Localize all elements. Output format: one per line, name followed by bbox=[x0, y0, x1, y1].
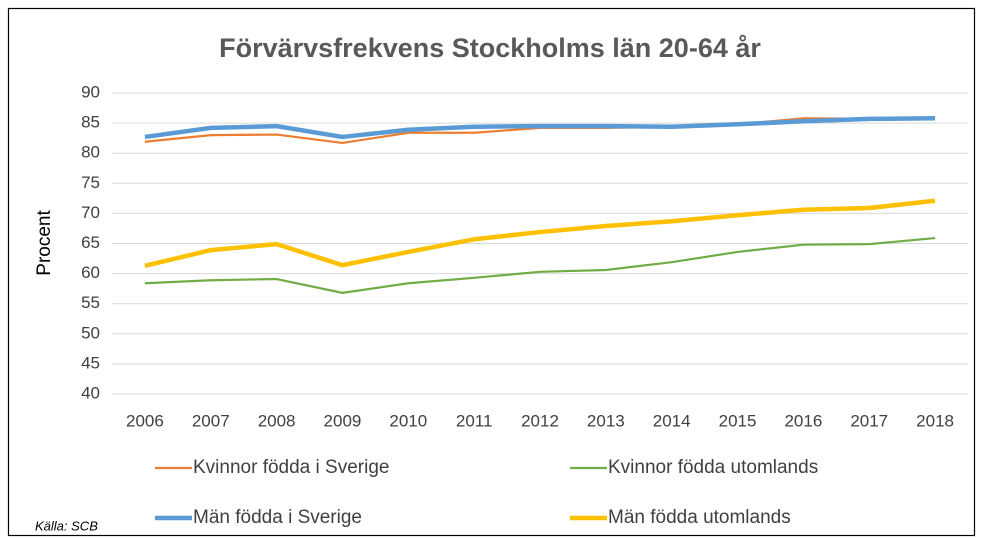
x-tick-label: 2014 bbox=[653, 411, 691, 430]
x-tick-label: 2013 bbox=[587, 411, 625, 430]
source-note: Källa: SCB bbox=[35, 518, 98, 533]
y-tick-label: 55 bbox=[81, 293, 100, 312]
legend-label: Män födda i Sverige bbox=[193, 507, 362, 528]
x-tick-label: 2017 bbox=[850, 411, 888, 430]
legend-label: Män födda utomlands bbox=[608, 507, 791, 528]
x-tick-label: 2007 bbox=[192, 411, 230, 430]
y-tick-label: 60 bbox=[81, 263, 100, 282]
x-tick-label: 2010 bbox=[389, 411, 427, 430]
series-line bbox=[144, 116, 936, 140]
x-tick-label: 2009 bbox=[324, 411, 362, 430]
x-tick-label: 2012 bbox=[521, 411, 559, 430]
x-tick-label: 2006 bbox=[126, 411, 164, 430]
y-tick-label: 65 bbox=[81, 233, 100, 252]
y-tick-label: 75 bbox=[81, 173, 100, 192]
x-tick-label: 2011 bbox=[456, 411, 493, 430]
y-axis-label: Procent bbox=[34, 210, 55, 276]
y-tick-label: 85 bbox=[81, 113, 100, 132]
x-tick-label: 2016 bbox=[784, 411, 822, 430]
y-tick-label: 70 bbox=[81, 203, 100, 222]
legend-label: Kvinnor födda i Sverige bbox=[193, 457, 389, 478]
legend-label: Kvinnor födda utomlands bbox=[608, 457, 818, 478]
series-line bbox=[144, 198, 936, 268]
x-tick-label: 2018 bbox=[916, 411, 954, 430]
y-tick-label: 50 bbox=[81, 323, 100, 342]
y-tick-label: 80 bbox=[81, 143, 100, 162]
x-tick-label: 2008 bbox=[258, 411, 296, 430]
chart-title: Förvärvsfrekvens Stockholms län 20-64 år bbox=[219, 33, 761, 63]
y-tick-label: 90 bbox=[81, 82, 100, 101]
series-line bbox=[144, 236, 936, 294]
chart-frame bbox=[7, 7, 976, 537]
y-tick-label: 40 bbox=[81, 383, 100, 402]
y-tick-label: 45 bbox=[81, 353, 100, 372]
x-tick-label: 2015 bbox=[719, 411, 757, 430]
